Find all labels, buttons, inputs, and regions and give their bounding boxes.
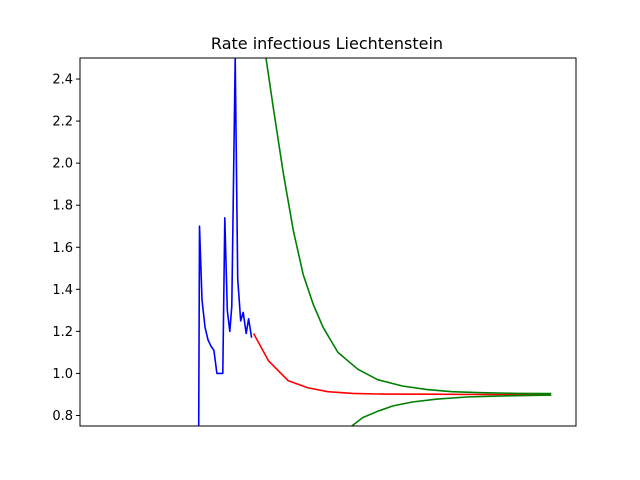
series-line-2	[252, 333, 552, 396]
y-tick-label: 1.4	[52, 283, 73, 298]
series-line-3	[265, 58, 552, 395]
y-tick-label: 1.6	[52, 241, 73, 256]
series-line-1	[197, 58, 253, 426]
chart-title: Rate infectious Liechtenstein	[211, 34, 443, 53]
y-tick-label: 1.8	[52, 199, 73, 214]
y-tick-label: 0.8	[52, 409, 73, 424]
y-tick-label: 2.2	[52, 115, 73, 130]
y-tick-label: 1.0	[52, 367, 73, 382]
y-tick-label: 1.2	[52, 325, 73, 340]
series-line-4	[351, 394, 552, 426]
plot-frame	[79, 57, 577, 427]
y-tick-label: 2.4	[52, 73, 73, 88]
y-tick-label: 2.0	[52, 157, 73, 172]
y-axis-ticks: 0.8 1.0 1.2 1.4 1.6 1.8 2.0 2.2 2.4	[52, 73, 80, 424]
series-layer	[197, 58, 552, 426]
